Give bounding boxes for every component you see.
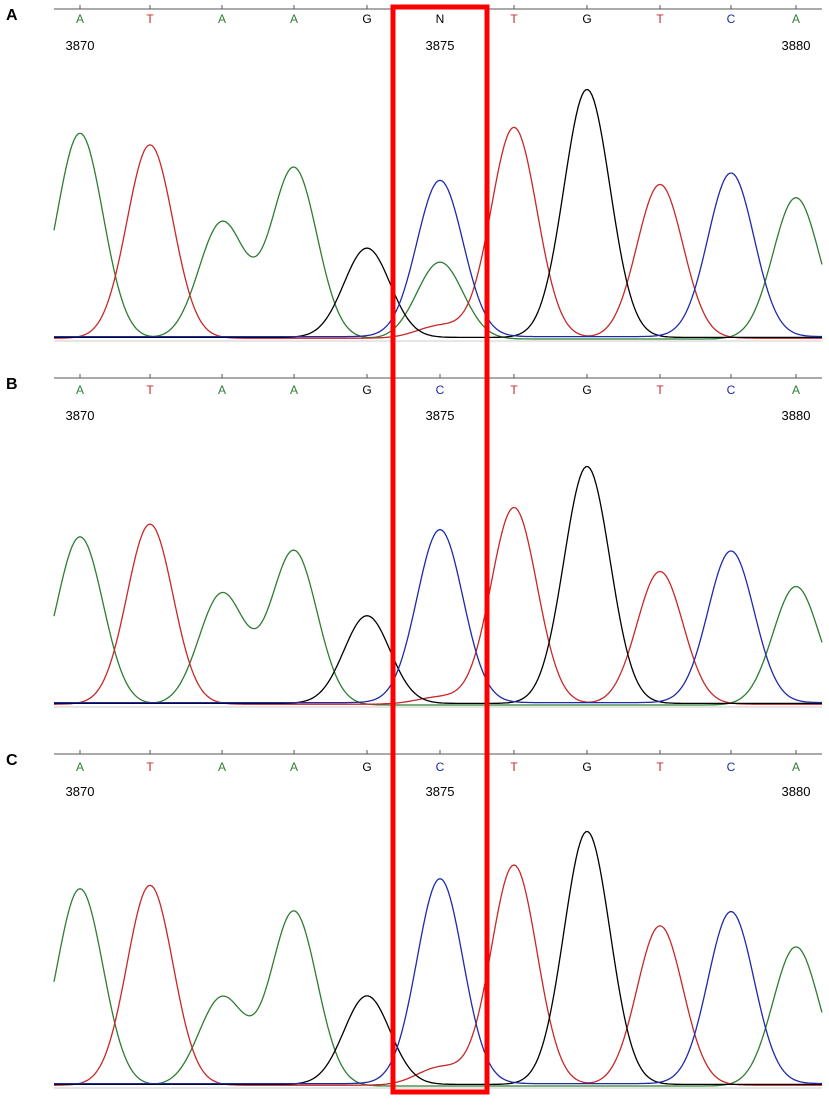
base-call-label: C [727, 12, 736, 26]
panel-letter: A [6, 7, 18, 24]
variant-highlight-box [390, 4, 490, 1095]
position-label: 3875 [426, 38, 455, 53]
base-call-label: T [146, 760, 154, 774]
base-call-label: G [582, 383, 591, 397]
base-call-label: T [510, 760, 518, 774]
base-call-label: G [582, 760, 591, 774]
base-call-label: A [792, 383, 800, 397]
base-call-label: A [76, 760, 84, 774]
trace-g [54, 830, 822, 1086]
trace-a [53, 888, 823, 1087]
trace-a [53, 536, 823, 706]
trace-c [54, 528, 822, 704]
panel-letter: B [6, 376, 18, 393]
base-call-label: A [218, 12, 226, 26]
trace-t [54, 864, 822, 1086]
base-call-label: A [792, 12, 800, 26]
position-label: 3870 [66, 38, 95, 53]
base-call-label: T [510, 383, 518, 397]
base-call-label: A [76, 12, 84, 26]
base-call-label: A [290, 760, 298, 774]
base-call-label: G [362, 760, 371, 774]
base-call-label: G [582, 12, 591, 26]
base-call-label: A [290, 383, 298, 397]
trace-a [53, 132, 823, 340]
position-label: 3880 [782, 38, 811, 53]
base-call-label: N [436, 12, 445, 26]
position-label: 3875 [426, 784, 455, 799]
base-call-label: G [362, 383, 371, 397]
base-call-label: A [76, 383, 84, 397]
trace-g [54, 465, 822, 705]
position-label: 3875 [426, 408, 455, 423]
base-call-label: C [727, 760, 736, 774]
base-call-label: G [362, 12, 371, 26]
chromatogram-panel-c: C A T A A G C T G T C A 3870 3875 3880 [6, 750, 823, 1089]
base-call-label: T [146, 12, 154, 26]
base-call-label: A [290, 12, 298, 26]
base-call-label: T [510, 12, 518, 26]
base-call-label: C [727, 383, 736, 397]
base-call-label: C [436, 760, 445, 774]
base-call-label: A [792, 760, 800, 774]
position-label: 3870 [66, 784, 95, 799]
trace-c [54, 172, 822, 338]
base-call-label: T [146, 383, 154, 397]
chromatogram-panel-b: B A T A A G C T G T C A 3870 3875 3880 [6, 374, 823, 708]
base-call-label: T [656, 760, 664, 774]
trace-g [54, 88, 822, 339]
panel-letter: C [6, 752, 18, 769]
position-label: 3870 [66, 408, 95, 423]
base-call-label: T [656, 383, 664, 397]
position-label: 3880 [782, 784, 811, 799]
trace-t [54, 126, 822, 339]
base-call-label: A [218, 383, 226, 397]
base-call-label: A [218, 760, 226, 774]
chromatogram-panel-a: A A T A A G N T G T C A 3870 3875 3880 [6, 5, 823, 342]
base-call-label: C [436, 383, 445, 397]
position-label: 3880 [782, 408, 811, 423]
trace-c [54, 878, 822, 1085]
base-call-label: T [656, 12, 664, 26]
trace-t [54, 506, 822, 705]
